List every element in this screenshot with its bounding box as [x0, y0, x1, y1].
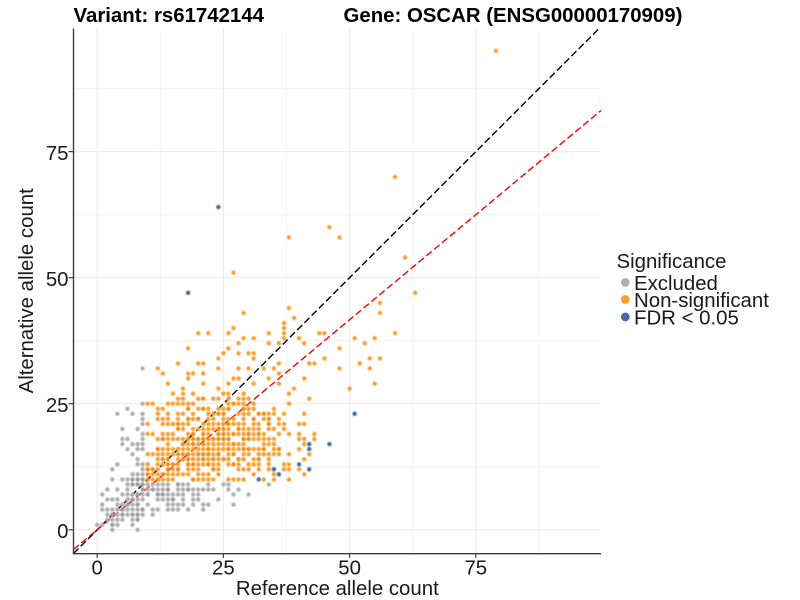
svg-text:50: 50	[46, 269, 69, 291]
svg-text:Alternative allele count: Alternative allele count	[16, 188, 38, 393]
svg-text:Excluded: Excluded	[634, 273, 718, 295]
svg-text:25: 25	[212, 558, 235, 580]
svg-text:Reference allele count: Reference allele count	[236, 578, 439, 600]
svg-text:50: 50	[338, 558, 361, 580]
svg-text:FDR < 0.05: FDR < 0.05	[634, 307, 739, 329]
svg-text:25: 25	[46, 395, 69, 417]
svg-text:0: 0	[92, 558, 103, 580]
svg-text:Non-significant: Non-significant	[634, 290, 769, 312]
svg-text:75: 75	[46, 143, 69, 165]
svg-text:Significance: Significance	[617, 251, 727, 273]
svg-text:Gene: OSCAR (ENSG00000170909): Gene: OSCAR (ENSG00000170909)	[344, 5, 683, 27]
svg-text:Variant: rs61742144: Variant: rs61742144	[74, 5, 265, 27]
svg-text:0: 0	[57, 521, 68, 543]
svg-text:75: 75	[464, 558, 487, 580]
